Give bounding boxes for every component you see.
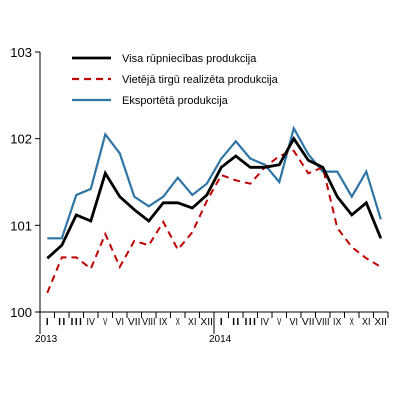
y-tick-label: 101 [10, 218, 32, 233]
x-tick-label: V [277, 317, 281, 328]
legend: Visa rūpniecības produkcija Vietējā tirgū… [72, 53, 279, 107]
x-tick-label: IX [159, 317, 168, 328]
legend-label-2: Vietējā tirgū realizēta produkcija [122, 74, 279, 86]
x-tick-label: IV [261, 317, 270, 328]
x-tick-label: VIII [142, 317, 156, 328]
x-tick-label: I [45, 317, 49, 328]
y-tick-label: 102 [10, 132, 32, 147]
y-tick-label: 103 [10, 45, 32, 60]
y-tick-label: 100 [10, 305, 32, 320]
x-tick-label: III [244, 317, 257, 328]
x-tick-label: III [70, 317, 83, 328]
x-tick-label: IV [87, 317, 96, 328]
x-tick-label: VI [116, 317, 124, 328]
series-line-2 [46, 149, 382, 294]
x-tick-label: V [103, 317, 107, 328]
x-tick-label: X [350, 317, 354, 328]
x-tick-label: II [58, 317, 66, 328]
series-line-1 [46, 136, 383, 260]
x-tick-label: XII [200, 317, 213, 328]
series-layer [46, 125, 383, 294]
x-tick-label: II [232, 317, 240, 328]
x-tick-label: XI [188, 317, 196, 328]
x-tick-label: VII [128, 317, 141, 328]
x-tick-label: X [176, 317, 180, 328]
legend-label-1: Visa rūpniecības produkcija [122, 53, 257, 65]
year-label: 2014 [209, 334, 232, 345]
x-tick-label: XII [374, 317, 387, 328]
x-tick-label: VI [290, 317, 298, 328]
legend-label-3: Eksportētā produkcija [122, 95, 229, 107]
x-tick-label: VII [302, 317, 315, 328]
year-label: 2013 [35, 334, 58, 345]
x-tick-label: XI [362, 317, 370, 328]
x-tick-label: VIII [316, 317, 330, 328]
x-tick-label: I [219, 317, 223, 328]
x-tick-label: IX [333, 317, 342, 328]
